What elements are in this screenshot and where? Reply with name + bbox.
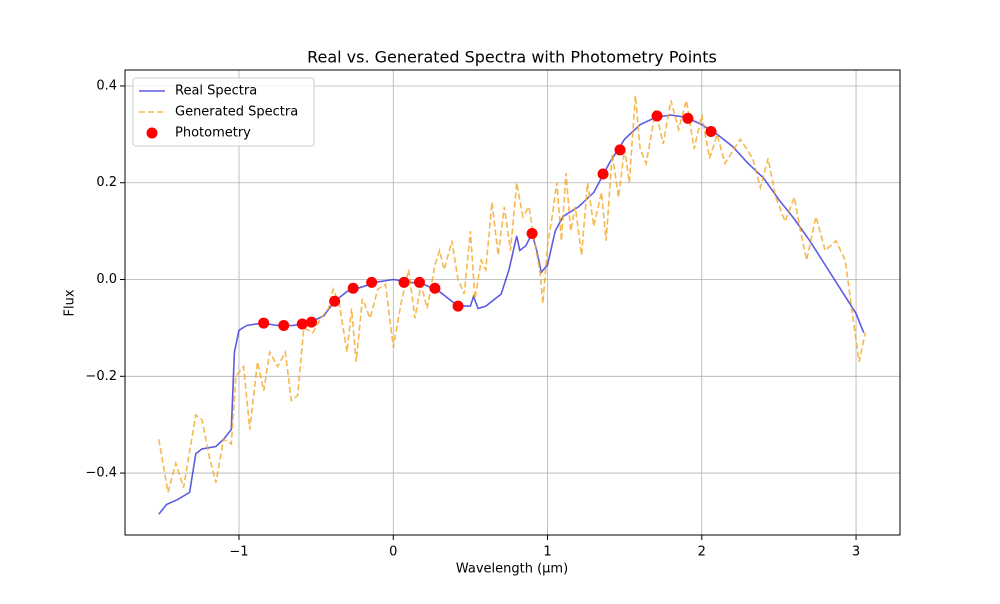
photometry-point	[597, 168, 609, 180]
y-axis-label: Flux	[63, 289, 78, 316]
photometry-point	[305, 316, 317, 328]
series-line	[158, 95, 867, 493]
legend-label: Real Spectra	[175, 84, 257, 99]
photometry-point	[526, 228, 538, 240]
x-tick-label: 2	[698, 545, 706, 560]
photometry-point	[705, 125, 717, 137]
photometry-point	[651, 110, 663, 122]
y-tick-label: 0.4	[96, 78, 117, 93]
x-axis-label: Wavelength (µm)	[456, 562, 568, 577]
x-tick-label: 1	[543, 545, 551, 560]
legend-box	[132, 77, 315, 147]
photometry-point	[366, 276, 378, 288]
chart-title: Real vs. Generated Spectra with Photomet…	[307, 48, 717, 67]
photometry-point	[398, 276, 410, 288]
photometry-point	[614, 144, 626, 156]
legend-label: Photometry	[175, 126, 251, 141]
photometry-point	[278, 319, 290, 331]
x-tick-label: 0	[389, 545, 397, 560]
photometry-point	[452, 300, 464, 312]
photometry-point	[682, 112, 694, 124]
legend-label: Generated Spectra	[175, 105, 298, 120]
y-tick-label: 0.0	[96, 272, 117, 287]
photometry-point	[329, 295, 341, 307]
series-line	[158, 114, 865, 515]
legend-marker	[146, 127, 158, 139]
photometry-point	[429, 282, 441, 294]
y-tick-label: −0.2	[85, 369, 117, 384]
plot-frame	[124, 69, 901, 536]
y-tick-label: 0.2	[96, 175, 117, 190]
photometry-point	[347, 282, 359, 294]
photometry-point	[296, 318, 308, 330]
photometry-point	[258, 317, 270, 329]
x-tick-label: −1	[229, 545, 248, 560]
x-tick-label: 3	[852, 545, 860, 560]
y-tick-label: −0.4	[85, 466, 117, 481]
photometry-point	[413, 276, 425, 288]
